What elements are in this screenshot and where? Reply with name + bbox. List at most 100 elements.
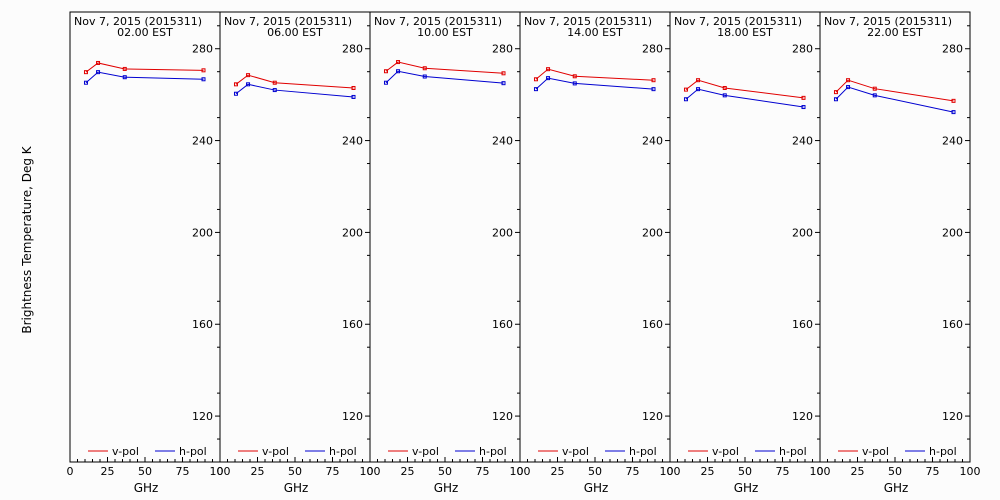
x-axis-label: GHz: [284, 481, 309, 495]
panel-title: Nov 7, 2015 (2015311): [74, 15, 202, 28]
legend-label-v-pol: v-pol: [562, 445, 589, 458]
data-point-v-pol: [833, 90, 838, 95]
data-point-v-pol: [383, 69, 388, 74]
x-tick-label: 50: [738, 465, 752, 478]
data-point-v-pol: [201, 68, 206, 73]
y-tick-label: 120: [792, 410, 813, 423]
data-point-h-pol: [383, 80, 388, 85]
data-point-h-pol: [422, 74, 427, 79]
panel-subtitle: 06.00 EST: [267, 26, 323, 39]
y-tick-label: 160: [492, 318, 513, 331]
data-point-h-pol: [833, 97, 838, 102]
x-tick-label: 50: [138, 465, 152, 478]
data-point-v-pol: [246, 73, 251, 78]
data-point-v-pol: [722, 85, 727, 90]
panel-1: Nov 7, 2015 (2015311)02.00 EST 120 160 200 2…: [67, 11, 231, 495]
x-tick-label-max: 100: [360, 465, 381, 478]
data-point-v-pol: [233, 82, 238, 87]
x-axis-label: GHz: [734, 481, 759, 495]
x-tick-label: 0: [217, 465, 224, 478]
y-tick-label: 120: [642, 410, 663, 423]
series-line-v-pol: [835, 79, 954, 102]
data-point-v-pol: [546, 67, 551, 72]
x-tick-label: 25: [551, 465, 565, 478]
data-point-h-pol: [201, 77, 206, 82]
legend-label-h-pol: h-pol: [629, 445, 657, 458]
y-tick-label: 120: [192, 410, 213, 423]
x-tick-label: 75: [476, 465, 490, 478]
y-tick-label: 240: [942, 135, 963, 148]
y-tick-label: 280: [642, 43, 663, 56]
x-tick-label: 75: [926, 465, 940, 478]
x-tick-label: 0: [667, 465, 674, 478]
y-tick-label: 200: [492, 226, 513, 239]
x-tick-label: 50: [288, 465, 302, 478]
data-point-v-pol: [396, 60, 401, 65]
x-tick-label: 75: [176, 465, 190, 478]
data-point-v-pol: [651, 78, 656, 83]
data-point-h-pol: [651, 87, 656, 92]
legend-label-h-pol: h-pol: [929, 445, 957, 458]
data-point-h-pol: [683, 97, 688, 102]
x-tick-label: 50: [438, 465, 452, 478]
legend-label-v-pol: v-pol: [412, 445, 439, 458]
series-line-v-pol: [685, 79, 804, 99]
data-point-h-pol: [272, 88, 277, 93]
y-tick-label: 200: [942, 226, 963, 239]
data-point-v-pol: [801, 95, 806, 100]
y-tick-label: 280: [942, 43, 963, 56]
x-tick-label-max: 100: [660, 465, 681, 478]
y-axis-label: Brightness Temperature, Deg K: [20, 145, 34, 333]
x-axis-label: GHz: [434, 481, 459, 495]
data-point-h-pol: [801, 105, 806, 110]
series-line-h-pol: [85, 71, 204, 84]
data-point-v-pol: [351, 85, 356, 90]
data-point-v-pol: [696, 78, 701, 83]
x-tick-label-max: 100: [810, 465, 831, 478]
series-line-h-pol: [835, 86, 954, 113]
y-tick-label: 160: [792, 318, 813, 331]
data-point-h-pol: [572, 81, 577, 86]
legend-label-h-pol: h-pol: [479, 445, 507, 458]
x-tick-label-max: 100: [210, 465, 231, 478]
y-tick-label: 120: [492, 410, 513, 423]
data-point-h-pol: [951, 110, 956, 115]
data-point-v-pol: [872, 86, 877, 91]
panel-title: Nov 7, 2015 (2015311): [674, 15, 802, 28]
panel-subtitle: 18.00 EST: [717, 26, 773, 39]
x-tick-label: 0: [367, 465, 374, 478]
data-point-h-pol: [396, 69, 401, 74]
data-point-h-pol: [351, 94, 356, 99]
y-tick-label: 280: [792, 43, 813, 56]
panel-6: Nov 7, 2015 (2015311)22.00 EST 120 160 200 2…: [817, 11, 981, 495]
data-point-v-pol: [96, 60, 101, 65]
series-line-h-pol: [685, 88, 804, 108]
data-point-h-pol: [83, 80, 88, 85]
data-point-h-pol: [722, 93, 727, 98]
data-point-h-pol: [872, 93, 877, 98]
y-tick-label: 280: [492, 43, 513, 56]
panel-title: Nov 7, 2015 (2015311): [524, 15, 652, 28]
y-tick-label: 120: [942, 410, 963, 423]
x-axis-label: GHz: [134, 481, 159, 495]
x-tick-label: 25: [401, 465, 415, 478]
data-point-h-pol: [501, 81, 506, 86]
data-point-v-pol: [272, 80, 277, 85]
y-tick-label: 240: [492, 135, 513, 148]
panel-title: Nov 7, 2015 (2015311): [374, 15, 502, 28]
x-axis-label: GHz: [884, 481, 909, 495]
y-tick-label: 240: [342, 135, 363, 148]
panel-3: Nov 7, 2015 (2015311)10.00 EST 120 160 200 2…: [367, 11, 531, 495]
y-tick-label: 240: [192, 135, 213, 148]
legend-label-h-pol: h-pol: [329, 445, 357, 458]
y-tick-label: 280: [192, 43, 213, 56]
data-point-v-pol: [83, 70, 88, 75]
y-tick-label: 160: [642, 318, 663, 331]
data-point-v-pol: [501, 71, 506, 76]
y-tick-label: 200: [642, 226, 663, 239]
panels: Nov 7, 2015 (2015311)02.00 EST1201602002…: [67, 11, 981, 495]
data-point-h-pol: [96, 70, 101, 75]
panel-title: Nov 7, 2015 (2015311): [224, 15, 352, 28]
data-point-v-pol: [683, 87, 688, 92]
